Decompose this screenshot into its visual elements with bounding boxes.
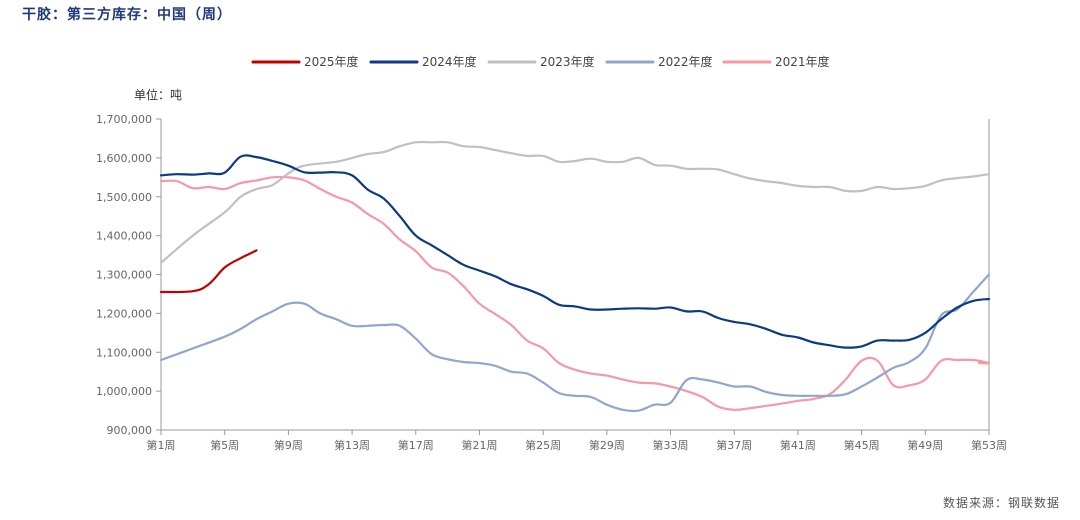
legend-label: 2021年度 [775, 54, 830, 69]
legend-label: 2024年度 [422, 54, 477, 69]
x-tick-label: 第41周 [780, 438, 816, 452]
y-tick-label: 1,300,000 [96, 269, 152, 282]
x-tick-label: 第37周 [716, 438, 752, 452]
y-tick-label: 900,000 [107, 424, 153, 437]
legend-label: 2025年度 [304, 54, 359, 69]
x-tick-label: 第13周 [334, 438, 370, 452]
unit-label: 单位：吨 [134, 88, 183, 102]
series-line-2021年度 [159, 175, 991, 411]
x-tick-label: 第25周 [525, 438, 561, 452]
series-line-2025年度 [159, 249, 258, 294]
y-tick-label: 1,700,000 [96, 113, 152, 126]
x-tick-label: 第5周 [210, 438, 239, 452]
legend-label: 2022年度 [658, 54, 713, 69]
series-group [159, 140, 991, 413]
source-label: 数据来源：钢联数据 [942, 496, 1060, 510]
axes: 900,000 1,000,000 1,100,000 1,200,000 1,300,… [96, 113, 1007, 452]
series-line-2023年度 [159, 140, 991, 264]
x-tick-label: 第17周 [398, 438, 434, 452]
x-tick-label: 第49周 [907, 438, 943, 452]
x-tick-label: 第9周 [274, 438, 303, 452]
y-tick-label: 1,500,000 [96, 191, 152, 204]
x-tick-label: 第53周 [971, 438, 1007, 452]
x-tick-label: 第45周 [844, 438, 880, 452]
y-tick-label: 1,600,000 [96, 152, 152, 165]
y-tick-label: 1,100,000 [96, 346, 152, 359]
x-tick-label: 第1周 [147, 438, 176, 452]
x-tick-label: 第21周 [461, 438, 497, 452]
legend-label: 2023年度 [540, 54, 595, 69]
x-tick-label: 第29周 [589, 438, 625, 452]
y-tick-label: 1,200,000 [96, 307, 152, 320]
legend: 2025年度 2024年度 2023年度 2022年度 2021年度 [251, 54, 830, 69]
y-tick-label: 1,000,000 [96, 385, 152, 398]
series-line-2024年度 [159, 154, 991, 349]
y-tick-label: 1,400,000 [96, 230, 152, 243]
x-tick-label: 第33周 [653, 438, 689, 452]
page-title: 干胶：第三方库存：中国（周） [22, 7, 232, 23]
series-line-2022年度 [159, 273, 991, 413]
